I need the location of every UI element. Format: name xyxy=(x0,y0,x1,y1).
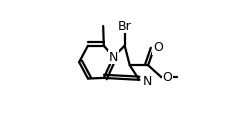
Text: Br: Br xyxy=(118,19,132,33)
Text: N: N xyxy=(109,51,118,63)
Text: O: O xyxy=(163,71,173,84)
Text: O: O xyxy=(153,41,163,54)
Text: N: N xyxy=(142,75,152,88)
